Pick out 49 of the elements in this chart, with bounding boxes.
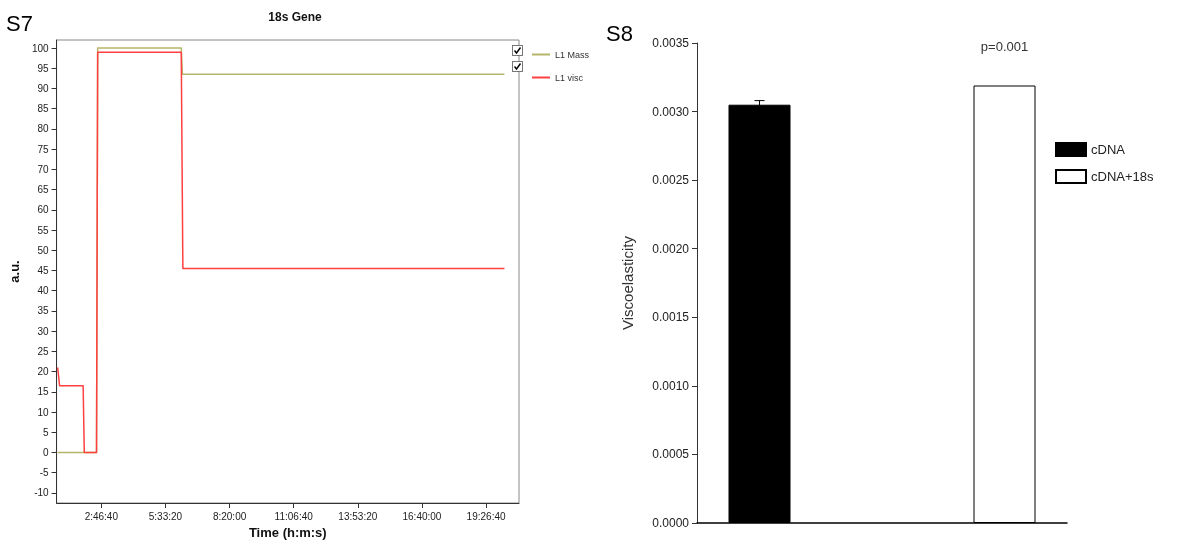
y-tick-label: 65 [37, 184, 50, 196]
x-tick-label: 11:06:40 [274, 510, 314, 522]
legend-label: L1 Mass [555, 49, 590, 60]
y-tick-label: 0.0005 [652, 447, 690, 462]
y-axis-title: Viscoelasticity [619, 235, 636, 330]
y-tick-label: 25 [37, 345, 50, 357]
y-tick-label: -5 [39, 467, 50, 479]
y-tick-label: 30 [37, 325, 50, 337]
y-tick-label: 100 [31, 42, 50, 54]
x-tick-label: 2:46:40 [84, 510, 119, 522]
y-tick-label: 90 [37, 83, 50, 95]
y-tick-label: 0.0030 [652, 104, 690, 119]
y-tick-label: 75 [37, 143, 50, 155]
y-tick-label: 5 [43, 426, 50, 438]
chart-title: 18s Gene [268, 10, 323, 24]
x-tick-label: 13:53:20 [338, 510, 378, 522]
y-tick-label: 0.0000 [652, 516, 690, 530]
y-tick-label: 55 [37, 224, 50, 236]
legend-label: L1 visc [555, 72, 584, 83]
x-tick-label: 8:20:00 [212, 510, 247, 522]
text: S7 [6, 10, 33, 36]
y-tick-label: -10 [34, 487, 50, 499]
y-tick-label: 85 [37, 103, 50, 115]
y-tick-label: 70 [37, 163, 50, 175]
legend-label: cDNA+18s [1091, 169, 1154, 184]
y-tick-label: 0.0020 [652, 241, 690, 256]
x-axis-title: Time (h:m:s) [248, 524, 327, 540]
y-tick-label: 0.0035 [652, 36, 690, 50]
y-tick-label: 40 [37, 285, 50, 297]
y-axis-title: a.u. [7, 260, 22, 283]
x-tick-label: 16:40:00 [402, 510, 442, 522]
x-tick-label: 5:33:20 [148, 510, 183, 522]
x-tick-label: 19:26:40 [466, 510, 506, 522]
y-tick-label: 0.0010 [652, 378, 690, 393]
y-tick-label: 15 [37, 386, 50, 398]
y-tick-label: 50 [37, 244, 50, 256]
y-tick-label: 45 [37, 264, 50, 276]
text: S8 [606, 20, 633, 46]
y-tick-label: 10 [37, 406, 50, 418]
y-tick-label: 20 [37, 366, 50, 378]
legend-label: cDNA [1091, 142, 1126, 157]
y-tick-label: 60 [37, 204, 50, 216]
annotation: p=0.001 [980, 38, 1029, 54]
y-tick-label: 0 [43, 446, 50, 458]
y-tick-label: 0.0025 [652, 173, 690, 188]
y-tick-label: 0.0015 [652, 310, 690, 325]
y-tick-label: 35 [37, 305, 50, 317]
y-tick-label: 80 [37, 123, 50, 135]
y-tick-label: 95 [37, 62, 50, 74]
